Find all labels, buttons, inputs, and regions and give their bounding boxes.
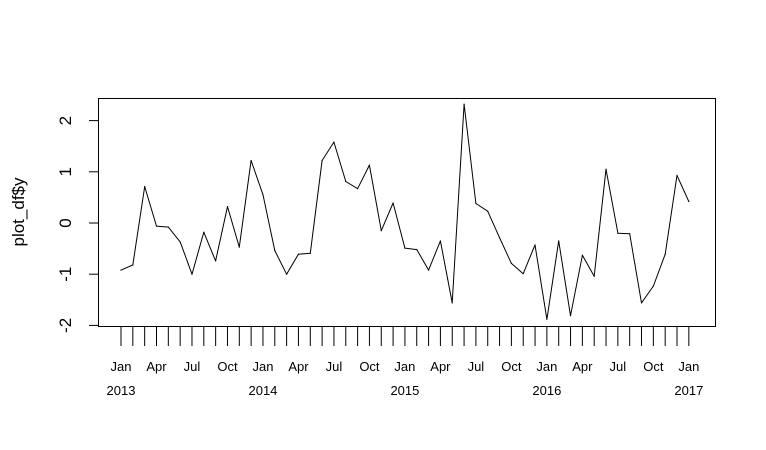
x-year-label: 2017	[674, 383, 703, 398]
data-point	[321, 159, 323, 162]
data-point	[345, 180, 347, 183]
data-point	[664, 253, 666, 255]
series-line	[120, 103, 690, 320]
series-layer	[120, 103, 690, 320]
x-month-label: Oct	[359, 359, 380, 374]
data-point	[581, 254, 583, 256]
data-point	[191, 273, 193, 275]
plot-frame	[98, 98, 716, 327]
data-point	[250, 159, 252, 162]
x-month-label: Jul	[184, 359, 201, 374]
y-tick-label: 2	[56, 116, 75, 125]
data-point	[286, 273, 288, 275]
x-month-label: Jul	[468, 359, 485, 374]
data-point	[380, 230, 382, 232]
x-month-label: Jan	[111, 359, 132, 374]
x-month-label: Jan	[678, 359, 699, 374]
x-year-label: 2015	[390, 383, 419, 398]
data-point	[475, 202, 477, 205]
data-point	[357, 188, 359, 190]
data-point	[309, 252, 311, 254]
data-point	[416, 249, 418, 251]
data-point	[510, 262, 512, 265]
data-point	[120, 269, 122, 271]
x-month-label: Apr	[146, 359, 167, 374]
data-point	[487, 210, 489, 212]
data-point	[498, 237, 501, 239]
y-tick-label: 1	[56, 167, 75, 176]
x-axis: Jan Apr Jul Oct Jan Apr Jul Oct Jan Apr Jul Oct Jan A…	[107, 327, 703, 398]
data-point	[451, 302, 453, 304]
data-point	[534, 244, 536, 246]
y-tick-label: -1	[56, 267, 75, 282]
x-month-label: Jan	[394, 359, 415, 374]
data-point	[132, 264, 134, 266]
data-point	[262, 194, 264, 196]
x-month-label: Jul	[610, 359, 627, 374]
data-point	[605, 168, 607, 170]
data-point	[569, 315, 572, 317]
x-month-label: Oct	[217, 359, 238, 374]
data-point	[640, 302, 643, 304]
data-point	[617, 232, 619, 234]
data-point	[522, 273, 524, 275]
data-point	[546, 318, 548, 320]
data-point	[676, 174, 678, 176]
x-month-label: Jul	[326, 359, 343, 374]
data-point	[427, 269, 430, 271]
x-year-label: 2016	[532, 383, 561, 398]
data-point	[179, 241, 181, 243]
data-point	[558, 240, 560, 242]
x-month-label: Jan	[252, 359, 273, 374]
x-month-label: Apr	[288, 359, 309, 374]
data-point	[392, 202, 394, 204]
data-point	[593, 275, 595, 277]
data-point	[167, 226, 169, 228]
data-point	[333, 141, 335, 143]
x-month-label: Jan	[536, 359, 557, 374]
data-point	[297, 253, 300, 255]
data-point	[688, 200, 690, 203]
data-point	[463, 103, 465, 105]
y-axis-label: plot_df$y	[9, 177, 28, 246]
x-year-label: 2013	[107, 383, 136, 398]
data-point	[404, 247, 406, 249]
x-month-label: Oct	[643, 359, 664, 374]
data-point	[652, 285, 654, 287]
x-month-label: Apr	[572, 359, 593, 374]
x-month-label: Apr	[430, 359, 451, 374]
x-month-label: Oct	[501, 359, 522, 374]
x-year-label: 2014	[248, 383, 277, 398]
data-point	[274, 250, 276, 252]
data-point	[203, 231, 205, 233]
y-tick-label: -2	[56, 318, 75, 333]
data-point	[439, 240, 442, 242]
data-point	[215, 260, 217, 262]
data-point	[155, 225, 158, 227]
data-point	[368, 164, 371, 166]
data-point	[238, 246, 240, 248]
data-point	[144, 186, 146, 188]
data-point	[226, 206, 229, 208]
y-axis: -2 -1 0 1 2	[56, 116, 98, 333]
y-tick-label: 0	[56, 218, 75, 227]
data-point	[629, 233, 631, 235]
